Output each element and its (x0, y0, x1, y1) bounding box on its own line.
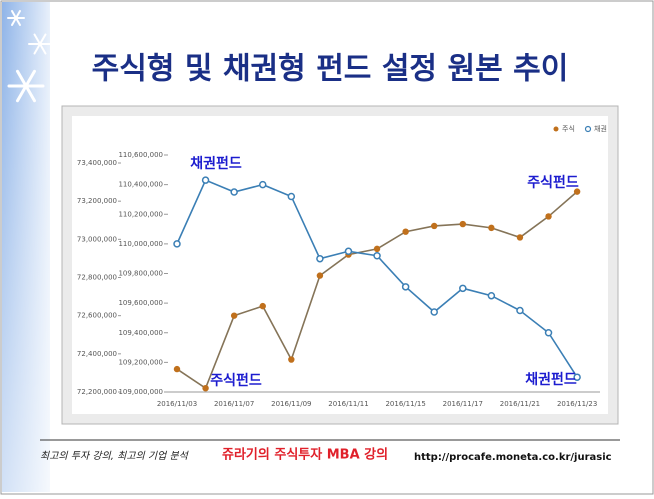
snowflakes (7, 10, 52, 103)
y-tick-label: 72,400,000 (77, 350, 117, 358)
data-point (402, 228, 409, 235)
y-tick-label: 73,200,000 (77, 197, 117, 205)
y2-tick-label: 109,400,000 (118, 329, 163, 337)
data-point (230, 312, 238, 319)
data-point (230, 188, 238, 196)
data-point (344, 247, 353, 256)
data-point (202, 384, 209, 392)
x-tick-label: 2016/11/15 (385, 400, 425, 408)
data-point (487, 291, 496, 300)
annotation: 주식펀드 (527, 175, 579, 191)
slide-title: 주식형 및 채권형 펀드 설정 원본 추이 (92, 52, 569, 87)
y2-tick-label: 109,000,000 (118, 388, 163, 396)
data-point (316, 254, 324, 263)
data-point (544, 329, 553, 337)
y2-tick-label: 110,000,000 (118, 240, 163, 248)
y2-tick-label: 110,600,000 (118, 151, 163, 159)
data-point (373, 251, 381, 260)
data-point (430, 308, 438, 316)
x-tick-label: 2016/11/21 (500, 400, 540, 408)
data-point (258, 180, 267, 189)
legend-label: 주식 (562, 124, 575, 133)
data-point (573, 188, 581, 195)
side-strip-fade (2, 2, 50, 492)
annotation: 주식펀드 (210, 373, 262, 389)
data-point (173, 365, 181, 373)
annotation: 채권펀드 (190, 156, 242, 172)
y-tick-label: 72,200,000 (77, 388, 117, 396)
y-tick-label: 72,800,000 (77, 274, 117, 282)
data-point (401, 283, 410, 291)
data-point (316, 272, 324, 279)
data-point (573, 373, 581, 381)
y2-tick-label: 109,800,000 (118, 270, 163, 278)
legend-marker (584, 125, 592, 133)
footer-slogan: 최고의 투자 강의, 최고의 기업 분석 (40, 450, 190, 462)
plot-background (72, 116, 608, 414)
footer-url: http://procafe.moneta.co.kr/jurasic (414, 452, 612, 463)
y-tick-label: 73,400,000 (77, 159, 117, 167)
x-tick-label: 2016/11/17 (443, 400, 483, 408)
data-point (259, 302, 266, 310)
y-tick-label: 72,600,000 (77, 312, 117, 320)
data-point (287, 192, 296, 201)
x-tick-label: 2016/11/07 (214, 400, 254, 408)
legend-marker (553, 126, 559, 132)
data-point (459, 220, 466, 228)
x-tick-label: 2016/11/23 (557, 400, 597, 408)
data-point (516, 306, 524, 315)
y2-tick-label: 109,600,000 (118, 299, 163, 307)
data-point (516, 234, 524, 241)
annotation: 채권펀드 (525, 372, 577, 388)
x-tick-label: 2016/11/03 (157, 400, 197, 408)
data-point (288, 356, 295, 363)
x-tick-label: 2016/11/11 (328, 400, 368, 408)
data-point (173, 240, 181, 248)
data-point (431, 222, 438, 230)
legend-label: 채권 (594, 124, 607, 133)
chart: 72,200,000 72,400,000 72,600,000 72,800,000… (77, 124, 607, 408)
y2-tick-label: 109,200,000 (118, 358, 163, 366)
data-point (545, 213, 552, 220)
y2-tick-label: 110,400,000 (118, 181, 163, 189)
data-point (488, 224, 495, 232)
data-point (459, 284, 467, 293)
x-tick-label: 2016/11/09 (271, 400, 311, 408)
y2-tick-label: 110,200,000 (118, 210, 163, 218)
data-point (373, 245, 381, 253)
footer-brand: 쥬라기의 주식투자 MBA 강의 (222, 447, 388, 463)
y-tick-label: 73,000,000 (77, 235, 117, 243)
data-point (201, 176, 210, 184)
